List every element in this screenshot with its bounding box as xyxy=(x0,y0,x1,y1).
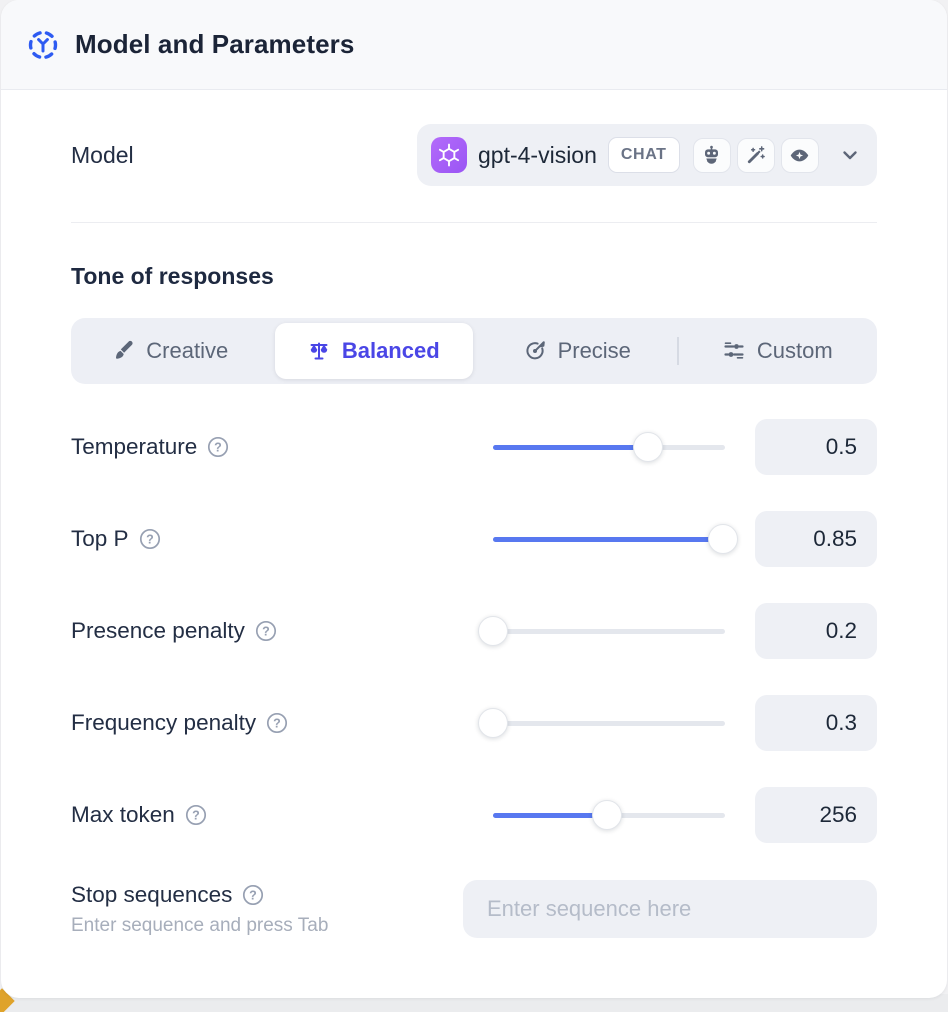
frequency-penalty-value[interactable]: 0.3 xyxy=(755,695,877,751)
model-select-dropdown[interactable]: gpt-4-vision CHAT xyxy=(417,124,877,186)
slider-fill xyxy=(493,537,723,542)
stop-sequence-input[interactable] xyxy=(463,880,877,938)
slider-fill xyxy=(493,445,649,450)
help-icon[interactable]: ? xyxy=(242,884,264,906)
slider-track[interactable] xyxy=(493,629,725,634)
presence-penalty-row: Presence penalty ? 0.2 xyxy=(71,600,877,662)
tone-segmented-control: Creative Balanced xyxy=(71,318,877,384)
tone-option-label: Custom xyxy=(756,338,833,363)
help-icon[interactable]: ? xyxy=(266,712,288,734)
slider-thumb[interactable] xyxy=(478,616,508,646)
slider-thumb[interactable] xyxy=(633,432,664,462)
stop-sequences-row: Stop sequences ? Enter sequence and pres… xyxy=(71,880,877,938)
paintbrush-icon xyxy=(112,340,134,362)
slider-track[interactable] xyxy=(493,721,725,726)
target-icon xyxy=(524,340,546,362)
tone-option-custom[interactable]: Custom xyxy=(679,318,878,384)
help-icon[interactable]: ? xyxy=(139,528,161,550)
top-p-label: Top P xyxy=(71,526,129,551)
svg-text:?: ? xyxy=(273,716,281,730)
svg-text:?: ? xyxy=(262,624,270,638)
openai-logo xyxy=(431,137,467,173)
model-capability-badges xyxy=(692,137,819,173)
tone-option-balanced[interactable]: Balanced xyxy=(274,323,473,379)
frequency-penalty-label: Frequency penalty xyxy=(71,710,257,735)
chevron-down-icon xyxy=(839,144,861,166)
presence-penalty-label: Presence penalty xyxy=(71,618,245,643)
help-icon[interactable]: ? xyxy=(185,804,207,826)
tone-option-label: Balanced xyxy=(341,338,440,363)
selected-model-name: gpt-4-vision xyxy=(478,141,597,168)
temperature-row: Temperature ? 0.5 xyxy=(71,416,877,478)
frequency-penalty-slider[interactable] xyxy=(478,708,725,738)
page-background-strip xyxy=(0,994,948,1012)
svg-text:?: ? xyxy=(146,532,154,546)
sliders-icon xyxy=(723,340,745,362)
temperature-label: Temperature xyxy=(71,434,198,459)
tone-option-precise[interactable]: Precise xyxy=(478,318,677,384)
segment-divider xyxy=(676,337,679,365)
tone-heading: Tone of responses xyxy=(71,263,274,289)
tone-option-label: Creative xyxy=(146,338,229,363)
stop-sequences-label: Stop sequences xyxy=(71,881,233,907)
temperature-slider[interactable] xyxy=(493,432,725,462)
slider-fill xyxy=(493,813,607,818)
vision-eye-icon xyxy=(780,137,819,173)
balance-scale-icon xyxy=(308,340,330,362)
svg-text:?: ? xyxy=(250,888,258,902)
stop-sequences-hint: Enter sequence and press Tab xyxy=(71,914,329,936)
frequency-penalty-row: Frequency penalty ? 0.3 xyxy=(71,692,877,754)
top-p-slider[interactable] xyxy=(493,524,738,554)
model-row: Model gpt-4-vision CHAT xyxy=(71,124,877,186)
max-token-label: Max token xyxy=(71,802,175,827)
svg-text:?: ? xyxy=(214,440,222,454)
help-icon[interactable]: ? xyxy=(207,436,229,458)
stop-sequences-label-block: Stop sequences ? Enter sequence and pres… xyxy=(71,882,328,937)
section-divider xyxy=(71,222,877,223)
tone-option-label: Precise xyxy=(557,338,631,363)
top-p-value[interactable]: 0.85 xyxy=(755,511,877,567)
slider-thumb[interactable] xyxy=(478,708,508,738)
temperature-value[interactable]: 0.5 xyxy=(755,419,877,475)
help-icon[interactable]: ? xyxy=(255,620,277,642)
presence-penalty-value[interactable]: 0.2 xyxy=(755,603,877,659)
svg-text:?: ? xyxy=(192,808,200,822)
max-token-slider[interactable] xyxy=(493,800,725,830)
panel-header: Model and Parameters xyxy=(1,0,947,90)
top-p-row: Top P ? 0.85 xyxy=(71,508,877,570)
panel-title: Model and Parameters xyxy=(75,29,355,59)
slider-thumb[interactable] xyxy=(707,524,738,554)
presence-penalty-slider[interactable] xyxy=(478,616,725,646)
slider-thumb[interactable] xyxy=(591,800,622,830)
magic-wand-icon xyxy=(736,137,775,173)
model-section-icon xyxy=(27,29,59,61)
model-type-badge: CHAT xyxy=(607,137,680,173)
model-label: Model xyxy=(71,141,134,168)
robot-icon xyxy=(692,137,731,173)
max-token-value[interactable]: 256 xyxy=(755,787,877,843)
tone-option-creative[interactable]: Creative xyxy=(71,318,270,384)
max-token-row: Max token ? 256 xyxy=(71,784,877,846)
